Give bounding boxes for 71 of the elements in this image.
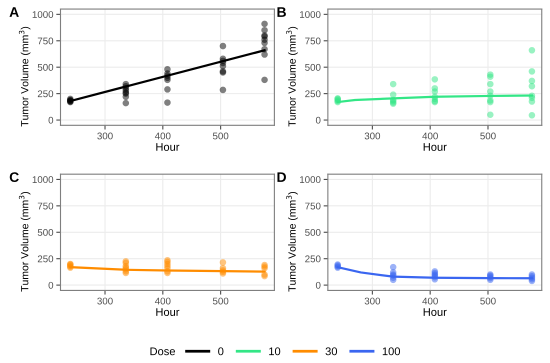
y-axis-title: Tumor Volume (mm$^{3}$) bbox=[286, 26, 298, 127]
y-tick-label: 1000 bbox=[300, 11, 321, 18]
x-tick-label: 500 bbox=[212, 298, 228, 304]
y-tick-label: 0 bbox=[48, 116, 54, 124]
point bbox=[487, 80, 494, 88]
point bbox=[220, 42, 226, 50]
point bbox=[528, 78, 536, 84]
chart-title: A bbox=[10, 7, 19, 17]
y-tick-label: 500 bbox=[38, 229, 54, 236]
chart-title: D bbox=[277, 172, 286, 182]
legend-label: 10 bbox=[269, 347, 280, 356]
x-tick-label: 500 bbox=[212, 132, 228, 140]
y-tick-label: 1000 bbox=[32, 176, 54, 184]
point bbox=[164, 66, 171, 73]
y-tick-label: 1000 bbox=[300, 176, 321, 184]
y-tick-label: 500 bbox=[38, 64, 54, 71]
point bbox=[390, 91, 396, 98]
y-tick-label: 250 bbox=[38, 90, 54, 98]
y-tick-label: 250 bbox=[38, 255, 54, 262]
y-tick-label: 750 bbox=[305, 38, 321, 44]
point bbox=[122, 100, 130, 106]
y-tick-label: 0 bbox=[48, 282, 54, 289]
y-tick-label: 0 bbox=[316, 282, 321, 289]
point bbox=[528, 112, 536, 119]
chart-title: B bbox=[277, 7, 286, 17]
point bbox=[261, 20, 268, 28]
y-tick-label: 750 bbox=[38, 202, 54, 210]
x-tick-label: 300 bbox=[97, 298, 113, 304]
point bbox=[487, 112, 494, 118]
x-axis-title: Hour bbox=[156, 143, 180, 151]
y-tick-label: 250 bbox=[305, 255, 321, 262]
x-tick-label: 300 bbox=[364, 132, 380, 140]
x-tick-label: 300 bbox=[364, 298, 380, 304]
y-tick-label: 1000 bbox=[32, 11, 54, 18]
y-axis-title: Tumor Volume (mm$^{3}$) bbox=[18, 26, 30, 127]
x-tick-label: 400 bbox=[422, 298, 438, 304]
point bbox=[220, 86, 226, 94]
point bbox=[261, 26, 268, 34]
point bbox=[164, 86, 171, 93]
legend-title: Dose bbox=[150, 347, 175, 356]
x-axis-title: Hour bbox=[424, 308, 447, 316]
point bbox=[528, 47, 536, 54]
point bbox=[432, 85, 438, 92]
y-tick-label: 750 bbox=[38, 38, 54, 44]
x-tick-label: 500 bbox=[480, 298, 496, 304]
y-tick-label: 500 bbox=[305, 64, 321, 71]
y-axis-title: Tumor Volume (mm$^{3}$) bbox=[286, 192, 298, 292]
x-axis-title: Hour bbox=[424, 143, 447, 151]
point bbox=[487, 88, 494, 95]
x-tick-label: 400 bbox=[154, 298, 171, 304]
point bbox=[261, 76, 268, 84]
y-axis-title: Tumor Volume (mm$^{3}$) bbox=[18, 192, 30, 292]
y-tick-label: 500 bbox=[305, 229, 321, 236]
x-axis-title: Hour bbox=[156, 308, 180, 316]
y-tick-label: 750 bbox=[305, 202, 321, 210]
legend-label: 100 bbox=[382, 347, 400, 356]
point bbox=[390, 264, 396, 270]
y-tick-label: 0 bbox=[316, 116, 321, 124]
chart-title: C bbox=[10, 172, 19, 182]
point bbox=[220, 259, 226, 266]
x-tick-label: 400 bbox=[154, 132, 171, 140]
point bbox=[164, 99, 171, 106]
x-tick-label: 300 bbox=[97, 132, 113, 140]
point bbox=[390, 80, 396, 88]
x-tick-label: 500 bbox=[480, 132, 496, 140]
point bbox=[432, 76, 438, 83]
x-tick-label: 400 bbox=[422, 132, 438, 140]
legend-label: 30 bbox=[326, 347, 338, 356]
y-tick-label: 250 bbox=[305, 90, 321, 98]
point bbox=[528, 68, 536, 75]
legend-label: 0 bbox=[218, 347, 224, 356]
